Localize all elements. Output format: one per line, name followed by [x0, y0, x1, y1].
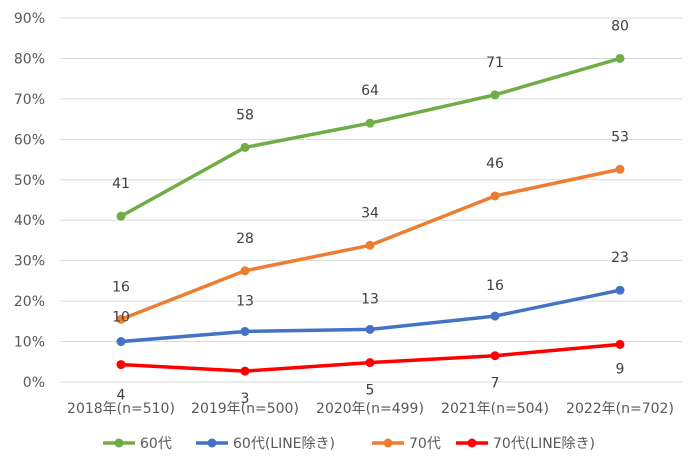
series-3: [116, 339, 625, 376]
y-tick-label: 60%: [14, 132, 45, 148]
data-label: 7: [491, 376, 500, 392]
data-label: 71: [486, 55, 504, 71]
data-point: [365, 358, 375, 368]
data-point: [116, 211, 126, 221]
data-label: 46: [486, 156, 504, 172]
legend-label: 70代(LINE除き): [493, 436, 595, 452]
x-axis-tick-labels: 2018年(n=510) 2019年(n=500) 2020年(n=499) 2021…: [67, 401, 674, 417]
legend-marker: [207, 438, 217, 448]
data-point: [240, 326, 250, 336]
y-tick-label: 30%: [14, 254, 45, 270]
data-label: 23: [611, 250, 629, 266]
legend-label: 70代: [409, 436, 441, 452]
legend-item: 60代(LINE除き): [196, 436, 335, 452]
legend-item: 70代(LINE除き): [456, 436, 595, 452]
data-label: 58: [236, 107, 254, 123]
data-label: 4: [117, 388, 126, 404]
series-2: [116, 164, 625, 324]
legend-marker: [467, 438, 477, 448]
data-label: 41: [112, 176, 130, 192]
x-tick-label: 2021年(n=504): [441, 401, 549, 417]
y-tick-label: 80%: [14, 51, 45, 67]
x-tick-label: 2018年(n=510): [67, 401, 175, 417]
y-tick-label: 50%: [14, 173, 45, 189]
data-label: 28: [236, 231, 254, 247]
y-tick-label: 40%: [14, 213, 45, 229]
series-0: [116, 53, 625, 221]
data-label: 13: [236, 293, 254, 309]
data-label: 13: [361, 291, 379, 307]
x-tick-label: 2019年(n=500): [191, 401, 299, 417]
data-point: [116, 360, 126, 370]
legend-label: 60代(LINE除き): [233, 436, 335, 452]
data-label: 16: [112, 279, 130, 295]
y-tick-label: 20%: [14, 294, 45, 310]
y-tick-label: 70%: [14, 92, 45, 108]
data-point: [240, 266, 250, 276]
legend: 60代 60代(LINE除き) 70代 70代(LINE除き): [103, 436, 595, 452]
legend-label: 60代: [140, 436, 172, 452]
data-point: [116, 337, 126, 347]
series-1: [116, 285, 625, 347]
data-point: [615, 164, 625, 174]
data-point: [116, 314, 126, 324]
y-tick-label: 0%: [23, 375, 45, 391]
data-label: 80: [611, 18, 629, 34]
legend-marker: [114, 438, 124, 448]
data-point: [490, 351, 500, 361]
data-point: [240, 366, 250, 376]
data-point: [615, 53, 625, 63]
x-tick-label: 2022年(n=702): [566, 401, 674, 417]
data-label: 53: [611, 129, 629, 145]
data-point: [365, 240, 375, 250]
data-label: 16: [486, 278, 504, 294]
data-label: 5: [366, 383, 375, 399]
data-label: 64: [361, 83, 379, 99]
data-point: [490, 311, 500, 321]
data-label: 34: [361, 205, 379, 221]
data-point: [490, 90, 500, 100]
data-label: 10: [112, 310, 130, 326]
x-tick-label: 2020年(n=499): [316, 401, 424, 417]
data-point: [365, 324, 375, 334]
y-tick-label: 10%: [14, 335, 45, 351]
data-label: 3: [241, 391, 250, 407]
series-lines: [116, 53, 625, 376]
data-point: [240, 142, 250, 152]
series-line: [119, 56, 622, 218]
y-tick-label: 90%: [14, 11, 45, 27]
y-axis-tick-labels: 0% 10% 20% 30% 40% 50% 60% 70% 80% 90%: [14, 11, 45, 391]
legend-item: 60代: [103, 436, 172, 452]
data-labels: 41 58 64 71 80 10 13 13 16 23 16 28 34 46 53 4 3 5 7 9: [112, 18, 629, 407]
data-point: [615, 339, 625, 349]
series-line: [119, 342, 622, 373]
legend-item: 70代: [372, 436, 441, 452]
data-label: 9: [616, 361, 625, 377]
data-point: [365, 118, 375, 128]
data-point: [615, 285, 625, 295]
legend-marker: [383, 438, 393, 448]
data-point: [490, 191, 500, 201]
